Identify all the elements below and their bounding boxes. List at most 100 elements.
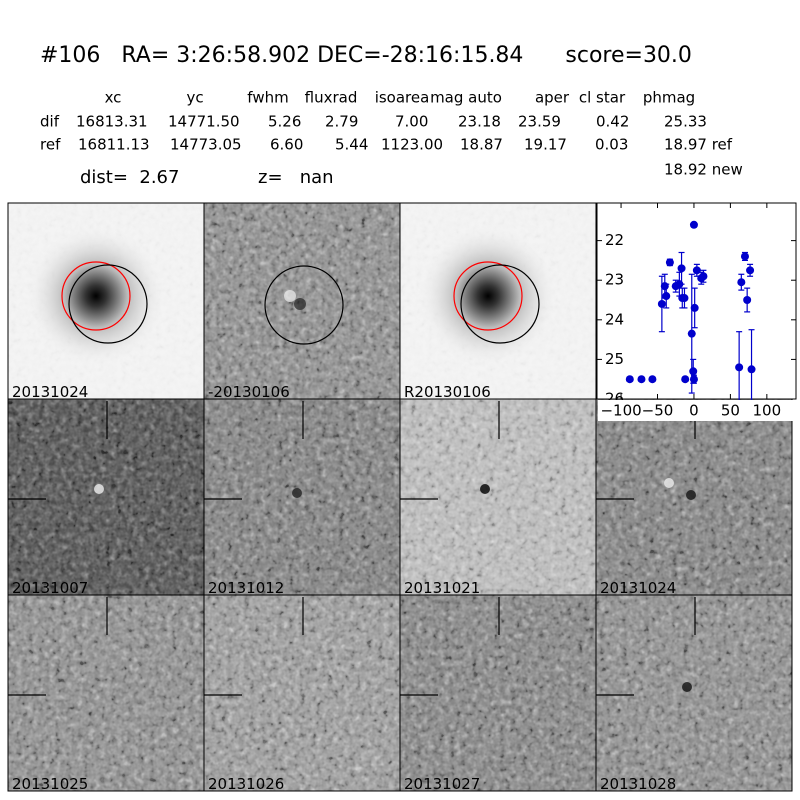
- column-header: yc: [186, 89, 203, 107]
- cell: 5.26: [268, 113, 301, 131]
- column-header: cl star: [579, 89, 626, 107]
- cell: 18.97 ref: [664, 136, 733, 154]
- point: [699, 272, 708, 281]
- cell: 16813.31: [76, 113, 148, 131]
- point: [692, 266, 701, 275]
- point: [625, 375, 634, 384]
- image-noise: [8, 595, 204, 791]
- panel-grid: 20131024 -20130106 R20130106 20131007 201310…: [7, 202, 793, 793]
- cell: 14773.05: [170, 136, 242, 154]
- cell: 14771.50: [168, 113, 240, 131]
- point: [677, 264, 686, 273]
- plot-area: [596, 202, 797, 400]
- residual: [284, 290, 296, 302]
- panel-label: 20131007: [12, 579, 88, 597]
- point: [657, 299, 666, 308]
- residual: [480, 484, 490, 494]
- residual: [294, 298, 306, 310]
- point: [662, 292, 671, 301]
- point: [648, 375, 657, 384]
- image-noise: [204, 595, 400, 791]
- det-circle: [460, 264, 540, 344]
- redshift: z= nan: [258, 167, 334, 188]
- column-header: xc: [105, 89, 122, 107]
- row-label: ref: [40, 136, 61, 154]
- y-tick-label: 22: [605, 231, 624, 249]
- panel-label: 20131024: [600, 579, 676, 597]
- point: [687, 329, 696, 338]
- cell: 1123.00: [381, 136, 443, 154]
- point: [680, 294, 689, 303]
- det-circle: [264, 265, 344, 345]
- phmag-new: 18.92 new: [664, 161, 743, 179]
- cell: 16811.13: [78, 136, 150, 154]
- point: [735, 363, 744, 372]
- x-tick-label: −100: [600, 402, 641, 420]
- residual: [682, 682, 692, 692]
- cell: 0.42: [596, 113, 629, 131]
- point: [660, 282, 669, 291]
- title: #106 RA= 3:26:58.902 DEC=-28:16:15.84 sc…: [40, 43, 692, 68]
- column-header: fwhm: [247, 89, 288, 107]
- panel-label: 20131021: [404, 579, 480, 597]
- x-tick-label: 50: [721, 402, 740, 420]
- column-header: phmag: [643, 89, 695, 107]
- panel-label: 20131026: [208, 775, 284, 793]
- point: [689, 220, 698, 229]
- column-header: isoarea: [375, 89, 430, 107]
- dist: dist= 2.67: [80, 167, 179, 188]
- point: [746, 266, 755, 275]
- x-tick-label: −50: [642, 402, 674, 420]
- x-tick-label: 0: [689, 402, 699, 420]
- point: [681, 375, 690, 384]
- column-header: aper: [535, 89, 570, 107]
- cell: 23.59: [518, 113, 561, 131]
- y-tick-label: 24: [605, 310, 624, 328]
- cell: 7.00: [395, 113, 428, 131]
- panel-label: 20131025: [12, 775, 88, 793]
- point: [690, 303, 699, 312]
- panel-label: 20131028: [600, 775, 676, 793]
- residual: [664, 478, 674, 488]
- image-noise: [596, 595, 792, 791]
- column-header: mag auto: [430, 89, 502, 107]
- panel-label: 20131024: [12, 383, 88, 401]
- residual: [94, 484, 104, 494]
- column-header: fluxrad: [305, 89, 358, 107]
- image-noise: [400, 595, 596, 791]
- residual: [686, 490, 696, 500]
- image-noise: [400, 399, 596, 595]
- cell: 5.44: [335, 136, 368, 154]
- point: [740, 252, 749, 261]
- point: [689, 375, 698, 384]
- cell: 18.87: [460, 136, 503, 154]
- residual: [292, 488, 302, 498]
- y-tick-label: 25: [605, 350, 624, 368]
- point: [743, 296, 752, 305]
- panel-frame: [595, 594, 793, 792]
- image-noise: [204, 399, 400, 595]
- point: [689, 367, 698, 376]
- panel-label: 20131012: [208, 579, 284, 597]
- cell: 23.18: [458, 113, 501, 131]
- panel-label: 20131027: [404, 775, 480, 793]
- cell: 0.03: [595, 136, 628, 154]
- tick-label-bg: [598, 400, 795, 421]
- ref-circle: [61, 261, 131, 331]
- det-circle: [68, 264, 148, 344]
- y-tick-label: 23: [605, 271, 624, 289]
- cell: 19.17: [524, 136, 567, 154]
- point: [737, 278, 746, 287]
- point: [665, 258, 674, 267]
- x-tick-label: 100: [753, 402, 782, 420]
- ref-circle: [453, 261, 523, 331]
- row-label: dif: [40, 113, 60, 131]
- cell: 6.60: [270, 136, 303, 154]
- cell: 25.33: [664, 113, 707, 131]
- image-noise: [8, 399, 204, 595]
- cell: 2.79: [325, 113, 358, 131]
- point: [637, 375, 646, 384]
- panel-label: R20130106: [404, 383, 491, 401]
- panel-label: -20130106: [208, 383, 290, 401]
